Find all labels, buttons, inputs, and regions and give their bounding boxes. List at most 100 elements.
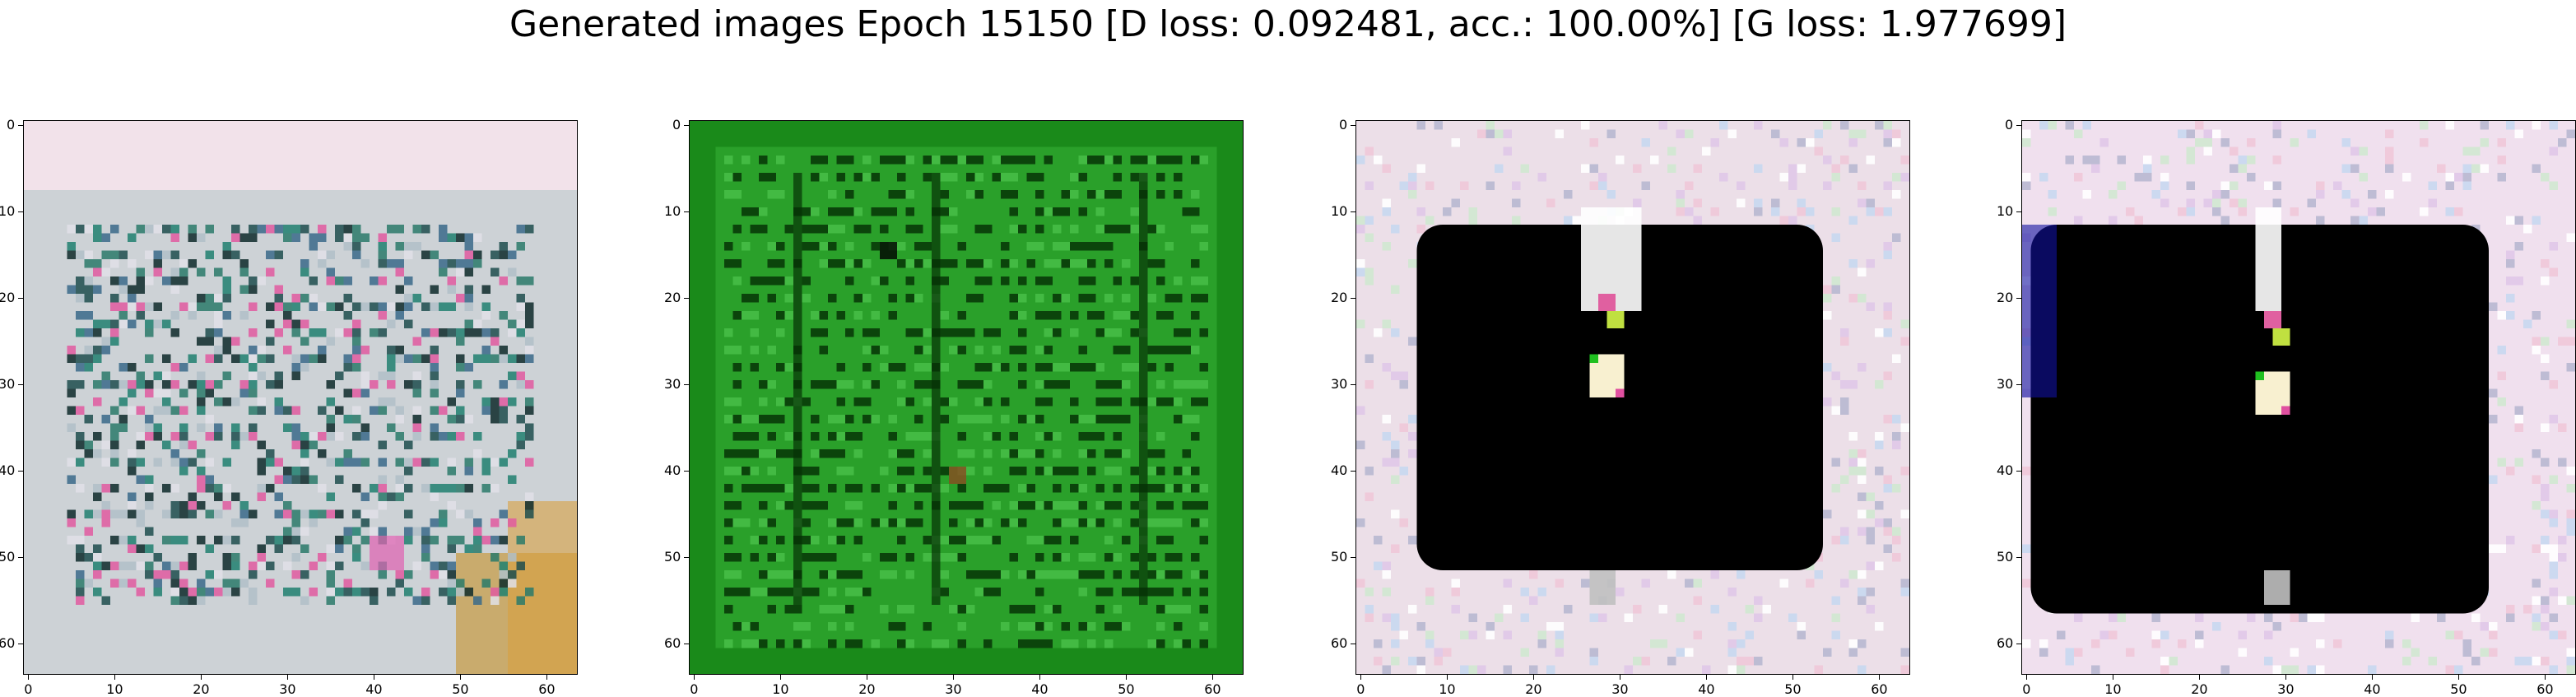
y-tick-label: 20	[664, 290, 681, 305]
y-tick-label: 60	[1331, 635, 1347, 651]
y-tick-label: 40	[0, 462, 15, 478]
x-tick-label: 60	[1871, 681, 1887, 697]
y-tick-mark	[684, 384, 689, 385]
x-tick-label: 30	[1611, 681, 1628, 697]
image-pixels	[24, 121, 577, 674]
y-tick-mark	[1351, 211, 1355, 212]
x-tick-label: 20	[858, 681, 875, 697]
x-tick-label: 30	[279, 681, 295, 697]
x-tick-label: 20	[193, 681, 209, 697]
y-tick-mark	[2016, 211, 2021, 212]
y-tick-label: 50	[664, 549, 681, 565]
y-tick-mark	[1351, 125, 1355, 126]
y-tick-label: 30	[1331, 376, 1347, 392]
x-tick-mark	[460, 675, 461, 680]
y-tick-label: 0	[7, 117, 15, 132]
x-tick-mark	[1126, 675, 1127, 680]
y-tick-label: 40	[1331, 462, 1347, 478]
y-tick-label: 50	[1997, 549, 2013, 565]
y-tick-label: 10	[1997, 203, 2013, 219]
x-tick-label: 50	[2450, 681, 2467, 697]
y-tick-label: 10	[1331, 203, 1347, 219]
x-tick-mark	[2285, 675, 2286, 680]
x-tick-label: 20	[2191, 681, 2207, 697]
x-tick-label: 50	[452, 681, 468, 697]
x-tick-label: 60	[1204, 681, 1221, 697]
x-tick-label: 0	[24, 681, 32, 697]
x-tick-label: 50	[1118, 681, 1134, 697]
x-tick-label: 60	[2536, 681, 2553, 697]
x-tick-label: 0	[2022, 681, 2030, 697]
y-tick-mark	[1351, 471, 1355, 472]
y-tick-mark	[684, 298, 689, 299]
x-tick-mark	[1212, 675, 1213, 680]
y-tick-label: 10	[0, 203, 15, 219]
y-tick-mark	[2016, 557, 2021, 558]
x-tick-label: 30	[2277, 681, 2294, 697]
x-tick-label: 20	[1525, 681, 1541, 697]
x-tick-label: 0	[1356, 681, 1365, 697]
x-tick-label: 40	[1698, 681, 1714, 697]
x-tick-mark	[28, 675, 29, 680]
x-tick-mark	[1879, 675, 1880, 680]
y-tick-label: 20	[1997, 290, 2013, 305]
y-tick-mark	[18, 125, 23, 126]
x-tick-label: 0	[690, 681, 698, 697]
y-tick-mark	[18, 557, 23, 558]
y-tick-label: 60	[664, 635, 681, 651]
y-tick-mark	[18, 384, 23, 385]
y-tick-label: 60	[0, 635, 15, 651]
x-tick-label: 60	[538, 681, 555, 697]
x-tick-mark	[953, 675, 954, 680]
x-tick-mark	[1039, 675, 1040, 680]
y-tick-mark	[2016, 384, 2021, 385]
y-tick-label: 20	[0, 290, 15, 305]
x-tick-label: 40	[365, 681, 382, 697]
y-tick-label: 10	[664, 203, 681, 219]
x-tick-label: 50	[1784, 681, 1801, 697]
y-tick-mark	[684, 471, 689, 472]
y-tick-label: 40	[664, 462, 681, 478]
x-tick-mark	[2372, 675, 2373, 680]
x-tick-mark	[2458, 675, 2459, 680]
y-tick-mark	[684, 211, 689, 212]
y-tick-mark	[18, 298, 23, 299]
x-tick-mark	[2545, 675, 2546, 680]
image-pixels	[690, 121, 1243, 674]
generated-image-3	[1355, 120, 1910, 675]
x-tick-mark	[114, 675, 115, 680]
x-tick-label: 10	[772, 681, 788, 697]
image-pixels	[1356, 121, 1909, 674]
figure-title: Generated images Epoch 15150 [D loss: 0.…	[0, 0, 2576, 49]
y-tick-label: 30	[0, 376, 15, 392]
x-tick-mark	[2026, 675, 2027, 680]
x-tick-mark	[2199, 675, 2200, 680]
generated-image-1	[23, 120, 578, 675]
y-tick-label: 30	[1997, 376, 2013, 392]
y-tick-label: 40	[1997, 462, 2013, 478]
y-tick-label: 20	[1331, 290, 1347, 305]
x-tick-mark	[780, 675, 781, 680]
x-tick-mark	[1360, 675, 1361, 680]
x-tick-label: 40	[1031, 681, 1048, 697]
image-pixels	[2022, 121, 2575, 674]
y-tick-label: 60	[1997, 635, 2013, 651]
y-tick-label: 0	[672, 117, 681, 132]
y-tick-mark	[1351, 384, 1355, 385]
x-tick-label: 30	[945, 681, 961, 697]
y-tick-mark	[2016, 471, 2021, 472]
y-tick-mark	[2016, 125, 2021, 126]
x-tick-mark	[1533, 675, 1534, 680]
x-tick-mark	[1706, 675, 1707, 680]
x-tick-mark	[546, 675, 547, 680]
x-tick-label: 10	[1439, 681, 1455, 697]
y-tick-mark	[684, 557, 689, 558]
y-tick-mark	[2016, 298, 2021, 299]
x-tick-mark	[1447, 675, 1448, 680]
y-tick-mark	[1351, 557, 1355, 558]
x-tick-label: 10	[2104, 681, 2121, 697]
generated-image-2	[689, 120, 1244, 675]
y-tick-label: 0	[1339, 117, 1347, 132]
x-tick-mark	[694, 675, 695, 680]
y-tick-label: 50	[0, 549, 15, 565]
